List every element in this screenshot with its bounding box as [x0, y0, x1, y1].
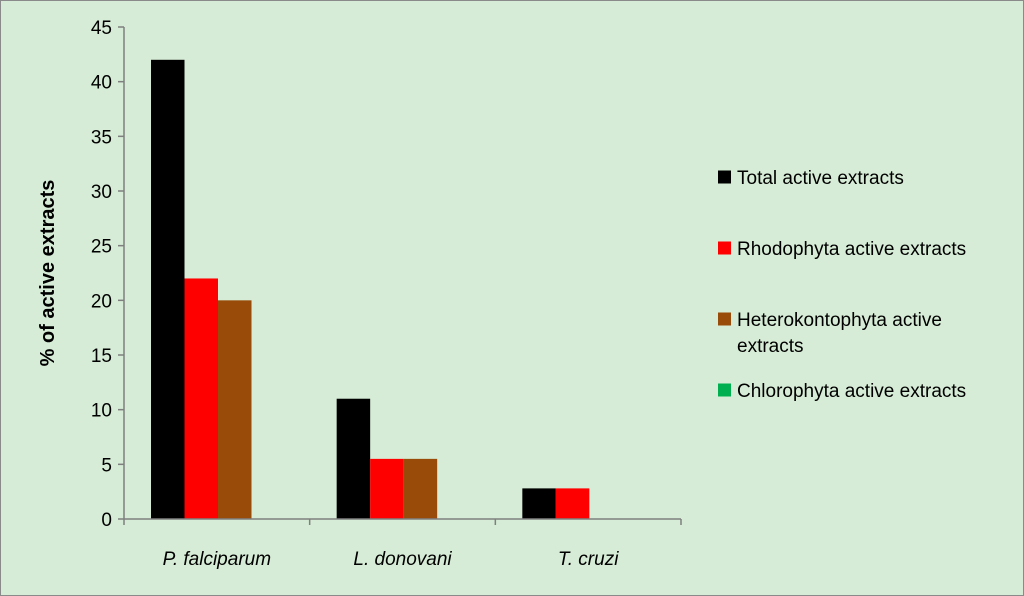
bar-2-2: [370, 458, 404, 519]
y-axis-label: % of active extracts: [37, 180, 59, 367]
x-categories-group: P. falciparum L. donovani T. cruzi: [163, 549, 620, 570]
y-ticks-group: 0 5 10 15 20 25 30 35 40 45: [91, 18, 124, 531]
x-category-label: L. donovani: [353, 549, 452, 570]
y-tick-label: 45: [91, 18, 112, 39]
bar-1-1: [151, 59, 185, 520]
y-tick-label: 40: [91, 73, 112, 94]
bar-1-3: [522, 488, 556, 519]
y-tick-label: 25: [91, 237, 112, 258]
legend-label-3: Heterokontophyta active extracts: [737, 310, 942, 357]
legend-label-4: Chlorophyta active extracts: [737, 381, 966, 402]
y-tick-label: 5: [101, 455, 112, 476]
y-tick-label: 15: [91, 346, 112, 367]
legend-swatch-4: [718, 383, 731, 397]
y-tick-label: 0: [101, 510, 112, 531]
bar-1-2: [336, 398, 371, 519]
y-tick-label: 10: [91, 401, 112, 422]
bar-2-3: [555, 488, 590, 519]
legend: Total active extracts Rhodophyta active e…: [718, 168, 966, 402]
legend-label-1: Total active extracts: [737, 168, 904, 189]
bar-2-1: [184, 278, 218, 519]
axes-group: [123, 27, 682, 525]
y-tick-label: 35: [91, 127, 112, 148]
legend-swatch-1: [718, 170, 731, 184]
y-tick-label: 30: [91, 182, 112, 203]
x-category-label: T. cruzi: [558, 549, 619, 570]
bar-3-2: [403, 458, 438, 519]
legend-swatch-3: [718, 312, 731, 326]
x-category-label: P. falciparum: [163, 549, 271, 570]
legend-label-2: Rhodophyta active extracts: [737, 239, 966, 260]
y-tick-label: 20: [91, 291, 112, 312]
bars-group: [151, 59, 590, 520]
bar-3-1: [218, 300, 252, 519]
legend-swatch-2: [718, 241, 731, 255]
